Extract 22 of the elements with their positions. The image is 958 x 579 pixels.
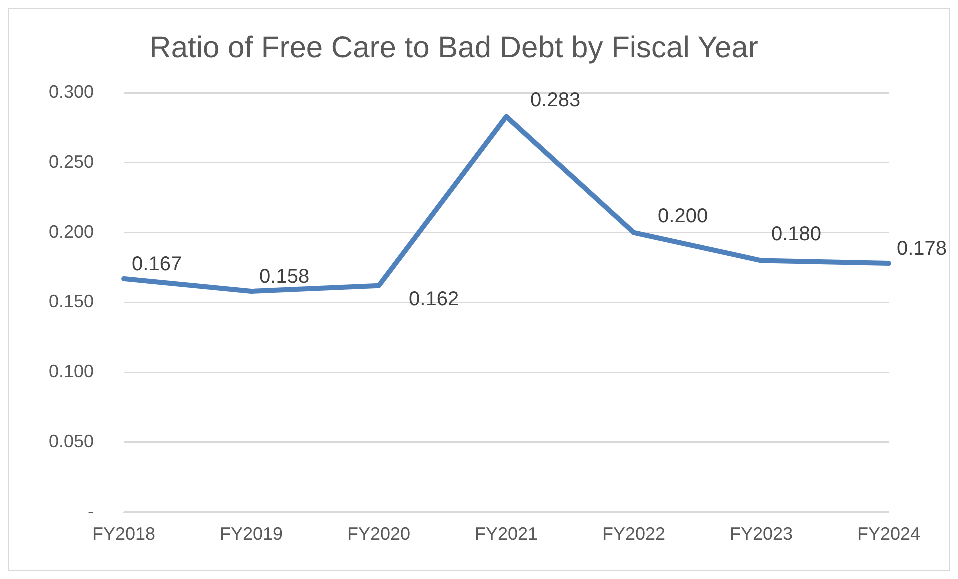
x-tick-label: FY2021 [475, 524, 538, 544]
x-tick-label: FY2023 [730, 524, 794, 544]
data-label: 0.180 [772, 223, 822, 246]
y-tick-label: 0.150 [48, 292, 94, 312]
data-label: 0.162 [409, 288, 460, 310]
x-tick-label: FY2024 [857, 524, 921, 544]
x-tick-label: FY2022 [602, 524, 666, 544]
data-label: 0.178 [897, 238, 948, 260]
y-tick-label: 0.200 [48, 222, 94, 242]
data-label: 0.167 [132, 253, 182, 276]
y-tick-label: 0.250 [48, 152, 94, 172]
data-label: 0.158 [260, 266, 310, 288]
data-label: 0.200 [658, 205, 708, 228]
x-tick-label: FY2020 [348, 524, 411, 544]
y-tick-label: - [88, 501, 94, 522]
chart-title: Ratio of Free Care to Bad Debt by Fiscal Year [150, 31, 758, 64]
data-label: 0.283 [530, 89, 581, 112]
y-tick-label: 0.300 [48, 82, 94, 102]
x-tick-label: FY2019 [220, 524, 284, 544]
y-tick-label: 0.100 [48, 362, 94, 382]
x-tick-label: FY2018 [92, 524, 156, 544]
y-tick-label: 0.050 [48, 431, 94, 452]
